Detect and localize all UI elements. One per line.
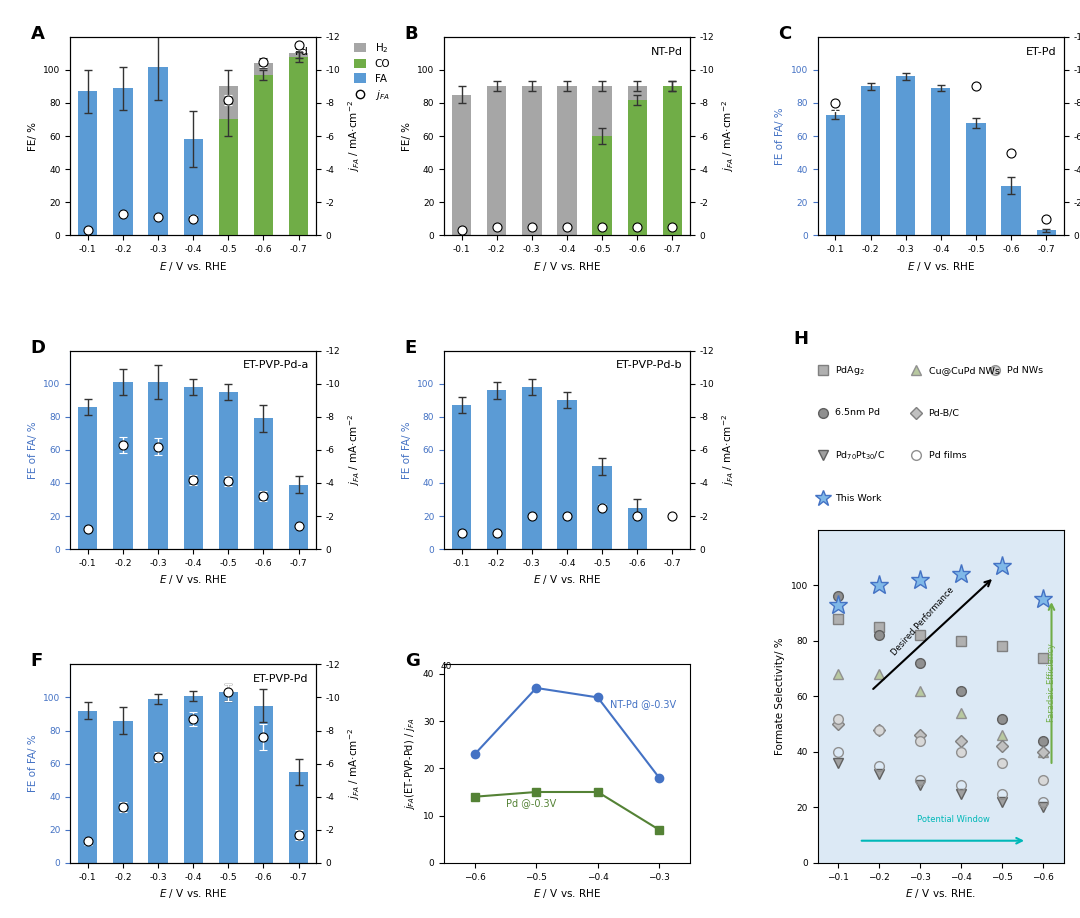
Bar bbox=[254, 74, 273, 235]
Y-axis label: FE of FA/ %: FE of FA/ % bbox=[402, 421, 411, 478]
Bar bbox=[113, 721, 133, 863]
Text: Pd NWs: Pd NWs bbox=[1008, 365, 1043, 375]
X-axis label: $E$ / V vs. RHE: $E$ / V vs. RHE bbox=[534, 574, 600, 587]
Bar bbox=[254, 419, 273, 549]
Bar bbox=[663, 86, 683, 235]
Bar bbox=[557, 86, 577, 235]
Bar bbox=[451, 405, 471, 549]
Text: ET-PVP-Pd: ET-PVP-Pd bbox=[254, 674, 309, 684]
Bar bbox=[1001, 185, 1021, 235]
X-axis label: $E$ / V vs. RHE: $E$ / V vs. RHE bbox=[159, 574, 227, 587]
Y-axis label: FE of FA/ %: FE of FA/ % bbox=[28, 734, 38, 792]
Text: B: B bbox=[405, 25, 418, 43]
Bar bbox=[148, 382, 167, 549]
Bar bbox=[254, 63, 273, 235]
Bar bbox=[1037, 230, 1056, 235]
Bar bbox=[627, 100, 647, 235]
Y-axis label: $j_{FA}$ / mA·cm$^{-2}$: $j_{FA}$ / mA·cm$^{-2}$ bbox=[720, 100, 735, 172]
Bar bbox=[218, 692, 238, 863]
X-axis label: $E$ / V vs. RHE: $E$ / V vs. RHE bbox=[159, 887, 227, 901]
Text: Pd films: Pd films bbox=[929, 451, 967, 460]
Text: Cu@CuPd NWs: Cu@CuPd NWs bbox=[929, 365, 999, 375]
Bar bbox=[184, 696, 203, 863]
X-axis label: $E$ / V vs. RHE: $E$ / V vs. RHE bbox=[534, 260, 600, 273]
Bar bbox=[523, 86, 541, 235]
Text: Potential Window: Potential Window bbox=[917, 815, 989, 824]
Y-axis label: $j_{FA}$ / mA·cm$^{-2}$: $j_{FA}$ / mA·cm$^{-2}$ bbox=[347, 728, 362, 800]
Text: PdAg$_2$: PdAg$_2$ bbox=[835, 364, 865, 376]
Text: 6.5nm Pd: 6.5nm Pd bbox=[835, 409, 880, 418]
Bar bbox=[78, 407, 97, 549]
Y-axis label: Formate Selectivity/ %: Formate Selectivity/ % bbox=[775, 638, 785, 756]
Bar bbox=[557, 400, 577, 549]
Bar bbox=[184, 386, 203, 549]
Text: NT-Pd @-0.3V: NT-Pd @-0.3V bbox=[610, 699, 676, 709]
Y-axis label: FE of FA/ %: FE of FA/ % bbox=[28, 421, 38, 478]
Bar bbox=[148, 700, 167, 863]
Bar bbox=[78, 711, 97, 863]
X-axis label: $E$ / V vs. RHE.: $E$ / V vs. RHE. bbox=[905, 887, 976, 901]
Bar bbox=[967, 123, 986, 235]
Y-axis label: $j_{FA}$ / mA·cm$^{-2}$: $j_{FA}$ / mA·cm$^{-2}$ bbox=[347, 414, 362, 486]
Y-axis label: FE of FA/ %: FE of FA/ % bbox=[775, 107, 785, 165]
Bar bbox=[826, 115, 845, 235]
Y-axis label: FE/ %: FE/ % bbox=[402, 121, 411, 151]
Text: ET-PVP-Pd-b: ET-PVP-Pd-b bbox=[616, 361, 683, 371]
Bar bbox=[861, 86, 880, 235]
Text: Pd-B/C: Pd-B/C bbox=[929, 409, 959, 418]
Bar bbox=[184, 140, 203, 235]
Text: C: C bbox=[779, 25, 792, 43]
Bar bbox=[896, 76, 916, 235]
Text: Pd: Pd bbox=[295, 47, 309, 57]
Bar bbox=[289, 485, 308, 549]
Bar bbox=[289, 772, 308, 863]
Bar bbox=[113, 382, 133, 549]
Bar bbox=[593, 136, 611, 235]
Bar bbox=[254, 706, 273, 863]
Text: Pd @-0.3V: Pd @-0.3V bbox=[505, 798, 556, 808]
Bar bbox=[627, 86, 647, 235]
Text: This Work: This Work bbox=[835, 494, 881, 502]
Text: F: F bbox=[31, 653, 43, 670]
X-axis label: $E$ / V vs. RHE: $E$ / V vs. RHE bbox=[159, 260, 227, 273]
Text: Desired Performance: Desired Performance bbox=[889, 586, 956, 657]
Bar bbox=[113, 88, 133, 235]
Text: D: D bbox=[31, 339, 45, 356]
Y-axis label: FE/ %: FE/ % bbox=[28, 121, 38, 151]
Bar bbox=[487, 86, 507, 235]
Bar bbox=[523, 386, 541, 549]
Bar bbox=[289, 57, 308, 235]
Bar bbox=[289, 53, 308, 235]
Bar bbox=[593, 466, 611, 549]
Bar bbox=[218, 119, 238, 235]
Bar bbox=[487, 390, 507, 549]
Y-axis label: $j_{FA}$ / mA·cm$^{-2}$: $j_{FA}$ / mA·cm$^{-2}$ bbox=[720, 414, 735, 486]
X-axis label: $E$ / V vs. RHE: $E$ / V vs. RHE bbox=[907, 260, 975, 273]
Bar bbox=[78, 91, 97, 235]
Text: E: E bbox=[405, 339, 417, 356]
Text: 40: 40 bbox=[441, 663, 453, 671]
Legend: H$_2$, CO, FA, $j_{FA}$: H$_2$, CO, FA, $j_{FA}$ bbox=[351, 38, 393, 105]
Text: Faradaic Efficiency: Faradaic Efficiency bbox=[1048, 644, 1056, 722]
Bar bbox=[931, 88, 950, 235]
Text: G: G bbox=[405, 653, 419, 670]
Text: ET-Pd: ET-Pd bbox=[1026, 47, 1056, 57]
Text: H: H bbox=[794, 330, 808, 348]
Text: ET-PVP-Pd-a: ET-PVP-Pd-a bbox=[242, 361, 309, 371]
Bar bbox=[627, 508, 647, 549]
Bar bbox=[663, 86, 683, 235]
Text: NT-Pd: NT-Pd bbox=[650, 47, 683, 57]
Bar bbox=[148, 66, 167, 235]
Bar bbox=[593, 86, 611, 235]
Text: Pd$_{70}$Pt$_{30}$/C: Pd$_{70}$Pt$_{30}$/C bbox=[835, 449, 886, 462]
Bar bbox=[451, 95, 471, 235]
Text: A: A bbox=[31, 25, 44, 43]
Y-axis label: $j_{FA}$ / mA·cm$^{-2}$: $j_{FA}$ / mA·cm$^{-2}$ bbox=[347, 100, 362, 172]
X-axis label: $E$ / V vs. RHE: $E$ / V vs. RHE bbox=[534, 887, 600, 901]
Y-axis label: $j_{FA}$(ET-PVP-Pd) / $j_{FA}$: $j_{FA}$(ET-PVP-Pd) / $j_{FA}$ bbox=[403, 718, 417, 810]
Bar bbox=[218, 86, 238, 235]
Bar bbox=[218, 392, 238, 549]
